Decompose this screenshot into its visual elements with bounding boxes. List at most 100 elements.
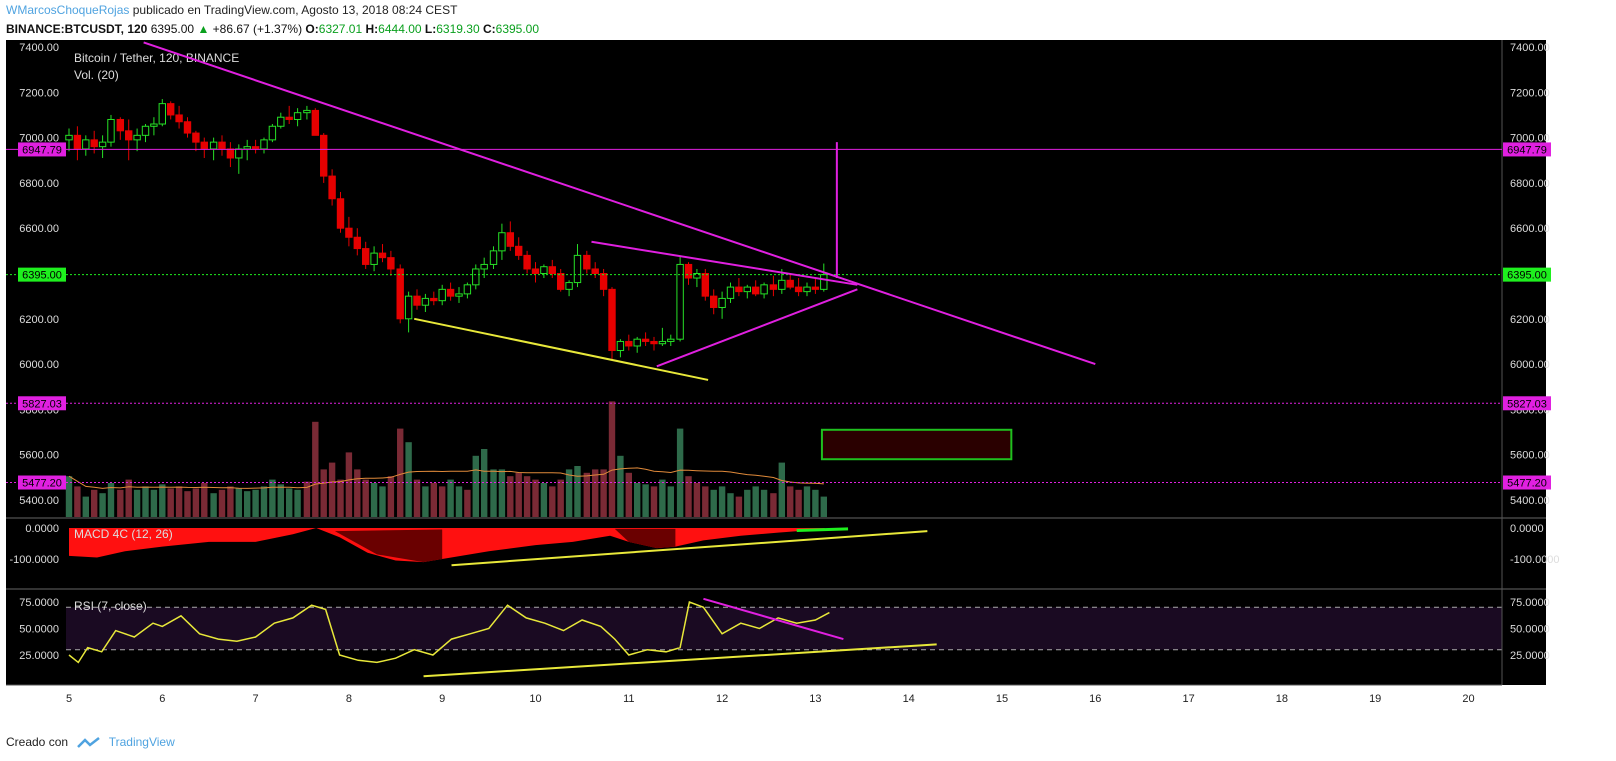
x-tick: 14: [903, 693, 915, 705]
volume-bar: [642, 484, 649, 517]
left-y-tick: 6200.00: [19, 314, 59, 326]
volume-bar: [99, 493, 106, 517]
volume-bar: [244, 491, 251, 517]
candle-body: [591, 268, 599, 275]
left-macd-tick: -100.0000: [9, 554, 59, 566]
candle-body: [693, 273, 701, 279]
candle-body: [361, 248, 370, 265]
volume-bar: [345, 452, 353, 517]
candle-body: [489, 250, 498, 265]
candle-body: [404, 295, 413, 320]
candle-body: [396, 268, 404, 320]
x-tick: 7: [253, 693, 259, 705]
price-label-box-right: [1503, 142, 1551, 157]
volume-bar: [693, 483, 701, 517]
candle-body: [667, 338, 675, 342]
candle-body: [387, 257, 395, 270]
left-y-tick: 6000.00: [19, 359, 59, 371]
x-tick: 9: [439, 693, 445, 705]
volume-bar: [175, 486, 183, 517]
volume-bar: [659, 479, 666, 517]
candle-body: [243, 146, 251, 150]
volume-bar: [90, 489, 98, 517]
volume-bar: [430, 483, 438, 517]
x-tick: 18: [1276, 693, 1288, 705]
candle-body: [277, 116, 285, 127]
x-tick: 5: [66, 693, 72, 705]
candle-body: [556, 273, 565, 290]
volume-bar: [303, 481, 311, 517]
rsi-label: RSI (7, close): [74, 599, 147, 613]
volume-bar: [812, 489, 819, 517]
right-macd-tick: -100.0000: [1510, 554, 1560, 566]
volume-bar: [600, 469, 607, 517]
volume-bar: [142, 486, 149, 517]
volume-label: Vol. (20): [74, 68, 119, 82]
price-label-box-right: [1503, 475, 1551, 490]
tradingview-link[interactable]: TradingView: [108, 735, 175, 749]
author-link[interactable]: WMarcosChoqueRojas: [6, 3, 130, 17]
left-y-tick: 7000.00: [19, 133, 59, 145]
volume-bar: [370, 483, 378, 517]
macd-label: MACD 4C (12, 26): [74, 527, 173, 541]
price-label-left: 5827.03: [22, 398, 62, 410]
price-label-box-left: [18, 396, 66, 411]
chart-area[interactable]: Bitcoin / Tether, 120, BINANCE Vol. (20) M…: [0, 40, 1616, 713]
volume-bar: [422, 486, 429, 517]
left-rsi-tick: 50.0000: [19, 624, 59, 636]
candle-body: [293, 112, 302, 120]
volume-bar: [328, 462, 336, 517]
candle-body: [320, 134, 328, 177]
right-y-tick: 7400.00: [1510, 42, 1550, 54]
chart-title: Bitcoin / Tether, 120, BINANCE: [74, 51, 239, 65]
volume-bar: [184, 491, 191, 517]
target-box: [820, 428, 1013, 461]
right-y-tick: 6000.00: [1510, 359, 1550, 371]
high-value: 6444.00: [378, 22, 422, 36]
candle-body: [455, 293, 463, 297]
candle-body: [370, 252, 378, 265]
volume-bar: [667, 486, 674, 517]
price-label-box-left: [18, 267, 66, 282]
candle-body: [625, 340, 633, 347]
x-tick: 6: [159, 693, 165, 705]
candle-body: [743, 286, 751, 293]
tradingview-logo-icon: [77, 736, 101, 748]
candle-body: [760, 284, 768, 295]
candle-body: [548, 266, 556, 275]
x-tick: 10: [529, 693, 541, 705]
volume-bar: [65, 476, 73, 517]
volume-bar: [117, 489, 124, 517]
candle-body: [311, 109, 320, 136]
price-label-left: 5477.20: [22, 478, 62, 490]
trading-chart[interactable]: Bitcoin / Tether, 120, BINANCE Vol. (20) M…: [0, 40, 1616, 713]
volume-bar: [125, 479, 132, 517]
candle-body: [498, 232, 506, 252]
volume-bar: [710, 489, 717, 517]
descending-trendline: [143, 41, 1096, 366]
volume-bar: [464, 489, 471, 517]
candle-body: [463, 284, 472, 295]
price-label-right: 5477.20: [1507, 478, 1547, 490]
volume-bar: [439, 486, 446, 517]
right-y-tick: 6600.00: [1510, 223, 1550, 235]
volume-bar: [269, 479, 276, 517]
volume-bar: [312, 421, 319, 517]
candle-body: [303, 109, 311, 114]
volume-bar: [413, 479, 421, 517]
candle-body: [803, 286, 811, 293]
candle-body: [353, 236, 361, 250]
volume-bar: [455, 486, 463, 517]
right-rsi-tick: 50.0000: [1510, 624, 1550, 636]
price-change: +86.67 (+1.37%): [212, 22, 303, 36]
volume-bar: [294, 489, 301, 517]
rsi-band: [66, 607, 1502, 650]
right-macd-tick: 0.0000: [1510, 523, 1544, 535]
candle-body: [345, 227, 353, 238]
price-label-box-right: [1503, 396, 1551, 411]
candle-body: [226, 148, 235, 159]
volume-bar: [760, 489, 768, 517]
candle-body: [735, 286, 743, 293]
volume-bar: [617, 455, 624, 517]
price-label-box-left: [18, 142, 66, 157]
